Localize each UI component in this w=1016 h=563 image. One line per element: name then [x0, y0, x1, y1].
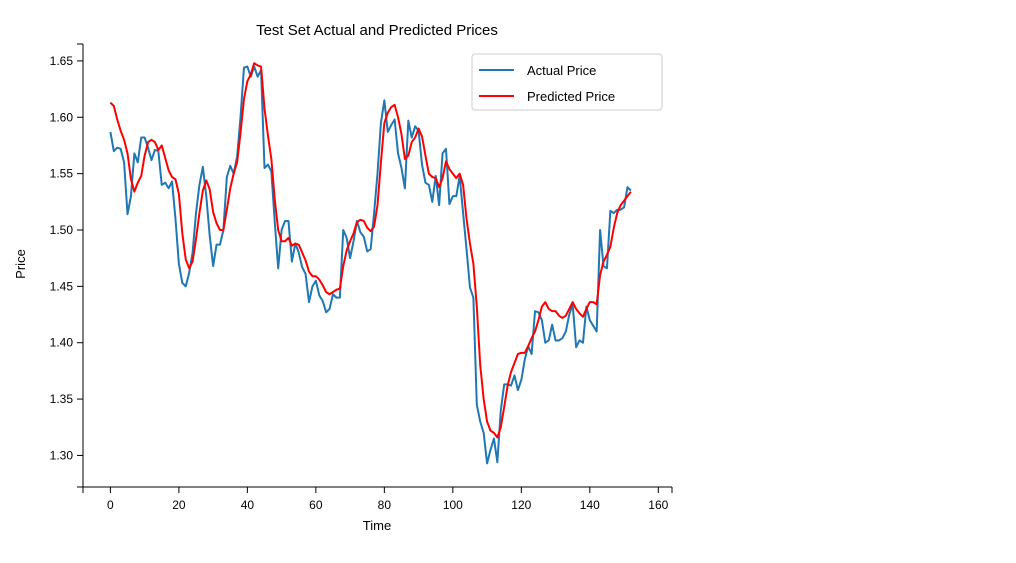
y-tick-label: 1.35 [50, 392, 74, 406]
y-tick-label: 1.65 [50, 54, 74, 68]
y-axis-label: Price [13, 249, 28, 279]
x-axis-label: Time [363, 518, 391, 533]
x-tick-label: 140 [580, 498, 600, 512]
y-tick-label: 1.30 [50, 448, 74, 462]
legend-label-predicted-price: Predicted Price [527, 89, 615, 104]
x-tick-label: 60 [309, 498, 323, 512]
x-tick-label: 160 [648, 498, 668, 512]
x-tick-label: 20 [172, 498, 186, 512]
y-tick-label: 1.45 [50, 279, 74, 293]
y-tick-label: 1.40 [50, 336, 74, 350]
y-tick-label: 1.60 [50, 110, 74, 124]
y-tick-label: 1.50 [50, 223, 74, 237]
series-line-predicted-price [109, 62, 632, 439]
legend-label-actual-price: Actual Price [527, 63, 596, 78]
x-tick-label: 0 [107, 498, 114, 512]
y-ticks: 1.30 1.35 1.40 1.45 1.50 1.55 1.60 1.65 [50, 43, 83, 488]
x-tick-label: 120 [511, 498, 531, 512]
x-tick-label: 80 [378, 498, 392, 512]
series-layer [109, 62, 632, 465]
x-tick-label: 100 [443, 498, 463, 512]
y-tick-label: 1.55 [50, 167, 74, 181]
chart-title: Test Set Actual and Predicted Prices [256, 22, 498, 39]
legend-box [471, 53, 663, 111]
series-line-actual-price [109, 65, 632, 465]
axes [82, 44, 672, 488]
x-ticks: 0 20 40 60 80 100 120 140 160 [82, 487, 673, 512]
legend: Actual Price Predicted Price [471, 53, 663, 111]
x-tick-label: 40 [241, 498, 255, 512]
